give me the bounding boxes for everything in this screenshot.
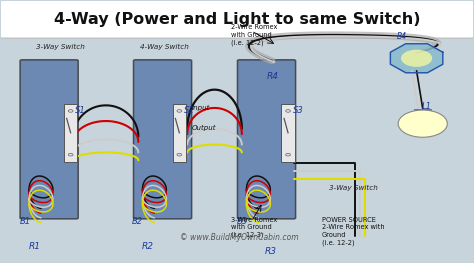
Text: S2: S2 xyxy=(184,106,195,115)
Text: 4-Way (Power and Light to same Switch): 4-Way (Power and Light to same Switch) xyxy=(54,12,420,27)
FancyBboxPatch shape xyxy=(0,1,474,38)
Polygon shape xyxy=(391,44,443,73)
Text: 3-Wire Romex
with Ground
(i.e. 12-3): 3-Wire Romex with Ground (i.e. 12-3) xyxy=(231,216,278,238)
Text: 3-Way Switch: 3-Way Switch xyxy=(36,43,85,49)
Text: POWER SOURCE
2-Wire Romex with
Ground
(i.e. 12-2): POWER SOURCE 2-Wire Romex with Ground (i… xyxy=(322,216,385,246)
Text: R2: R2 xyxy=(142,242,154,251)
Circle shape xyxy=(68,153,73,156)
FancyBboxPatch shape xyxy=(237,60,296,219)
Circle shape xyxy=(177,110,182,112)
Text: 4-Way Switch: 4-Way Switch xyxy=(140,43,189,49)
Bar xyxy=(282,104,295,161)
FancyBboxPatch shape xyxy=(20,60,78,219)
Text: 2-Wire Romex
with Ground
(i.e. 12-2): 2-Wire Romex with Ground (i.e. 12-2) xyxy=(231,24,278,46)
Circle shape xyxy=(398,110,447,137)
FancyBboxPatch shape xyxy=(134,60,191,219)
Text: L1: L1 xyxy=(421,102,431,111)
Bar xyxy=(173,104,186,161)
Circle shape xyxy=(286,110,291,112)
Text: S3: S3 xyxy=(293,106,303,115)
Text: R1: R1 xyxy=(29,242,41,251)
Circle shape xyxy=(177,153,182,156)
Circle shape xyxy=(286,153,291,156)
Bar xyxy=(64,104,77,161)
Circle shape xyxy=(401,50,432,67)
Text: B2: B2 xyxy=(132,217,143,226)
Text: B4: B4 xyxy=(397,32,407,41)
Text: R3: R3 xyxy=(264,247,276,256)
Text: Input: Input xyxy=(192,105,210,111)
Bar xyxy=(414,109,431,116)
Text: 3-Way Switch: 3-Way Switch xyxy=(329,185,378,191)
Text: B3: B3 xyxy=(237,217,248,226)
Text: S1: S1 xyxy=(75,106,86,115)
Text: Output: Output xyxy=(192,124,217,131)
Text: B1: B1 xyxy=(19,217,31,226)
Text: © www.BuildMyOwnCabin.com: © www.BuildMyOwnCabin.com xyxy=(180,233,299,242)
Text: R4: R4 xyxy=(266,72,278,81)
Circle shape xyxy=(68,110,73,112)
